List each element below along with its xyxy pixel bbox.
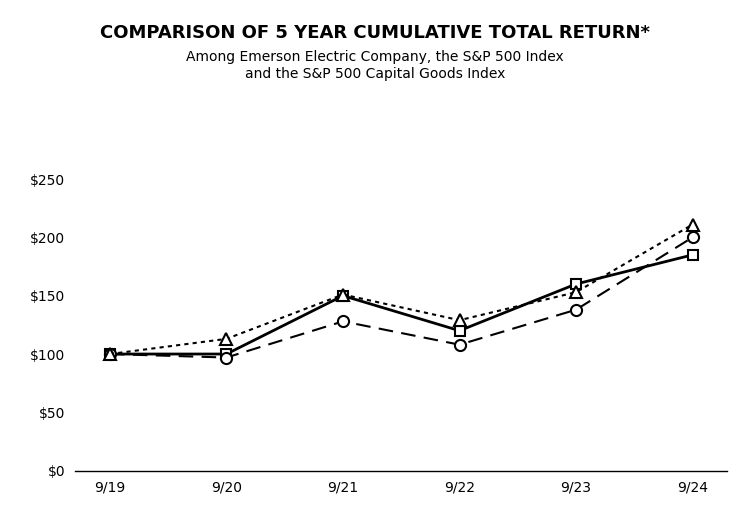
- Text: COMPARISON OF 5 YEAR CUMULATIVE TOTAL RETURN*: COMPARISON OF 5 YEAR CUMULATIVE TOTAL RE…: [100, 24, 650, 41]
- Text: and the S&P 500 Capital Goods Index: and the S&P 500 Capital Goods Index: [244, 67, 506, 81]
- Text: Among Emerson Electric Company, the S&P 500 Index: Among Emerson Electric Company, the S&P …: [186, 50, 564, 64]
